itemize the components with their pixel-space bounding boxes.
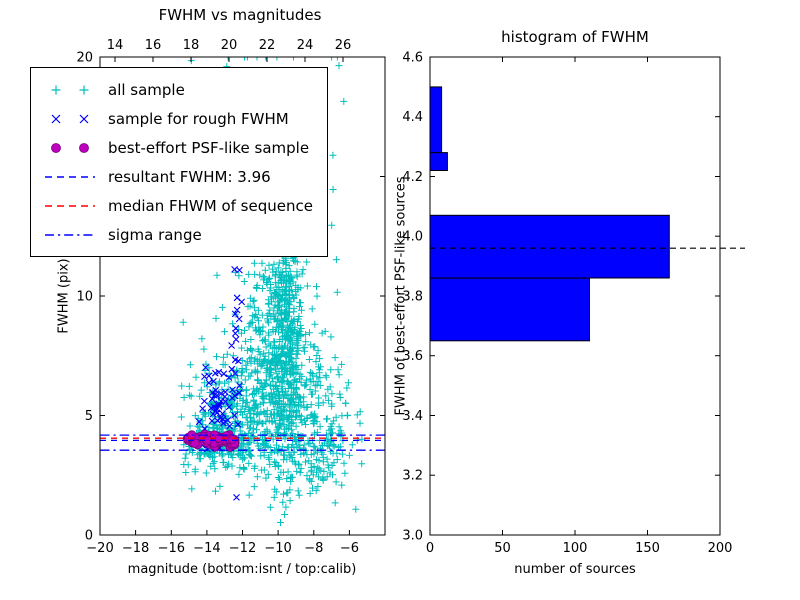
legend-plus-marker-icon bbox=[51, 85, 89, 94]
legend-entry: median FHWM of sequence bbox=[41, 191, 313, 220]
left-bottom-tick-label: −16 bbox=[158, 541, 185, 556]
right-yaxis-label: FWHM of best-effort PSF-like sources bbox=[393, 176, 409, 416]
legend-label: median FHWM of sequence bbox=[108, 196, 313, 215]
left-top-tick-label: 18 bbox=[183, 38, 200, 53]
left-top-tick-label: 20 bbox=[221, 38, 238, 53]
right-y-tick-label: 3.2 bbox=[402, 469, 423, 484]
legend-label: resultant FWHM: 3.96 bbox=[108, 167, 271, 186]
right-xaxis-label: number of sources bbox=[514, 562, 636, 577]
legend-dashdot-marker-icon bbox=[45, 233, 95, 236]
legend-entry: resultant FWHM: 3.96 bbox=[41, 162, 313, 191]
left-bottom-tick-label: −6 bbox=[340, 541, 359, 556]
legend-entry: sample for rough FWHM bbox=[41, 104, 313, 133]
left-top-tick-label: 22 bbox=[259, 38, 276, 53]
right-y-tick-label: 4.6 bbox=[402, 51, 423, 66]
legend: all sample sample for rough FWHM best-effo… bbox=[30, 67, 328, 257]
right-y-tick-label: 4.4 bbox=[402, 110, 423, 125]
right-y-tick-label: 4.0 bbox=[402, 230, 423, 245]
left-y-tick-label: 20 bbox=[76, 51, 93, 66]
left-top-tick-label: 24 bbox=[297, 38, 314, 53]
histogram-bar bbox=[429, 86, 443, 154]
left-bottom-tick-label: −12 bbox=[229, 541, 256, 556]
right-x-tick-label: 100 bbox=[563, 541, 588, 556]
right-axes-box bbox=[429, 56, 721, 536]
left-top-tick-label: 16 bbox=[145, 38, 162, 53]
legend-circle-marker-icon bbox=[51, 142, 89, 153]
left-y-tick-label: 5 bbox=[85, 409, 93, 424]
left-plot-title: FWHM vs magnitudes bbox=[158, 6, 322, 24]
right-plot-title: histogram of FWHM bbox=[501, 28, 649, 46]
scatter-series-sample-for-rough-fwhm bbox=[191, 248, 246, 501]
right-x-tick-label: 150 bbox=[635, 541, 660, 556]
left-scatter-area bbox=[177, 57, 366, 526]
right-y-tick-label: 3.8 bbox=[402, 290, 423, 305]
left-bottom-tick-label: −18 bbox=[122, 541, 149, 556]
histogram-bar bbox=[429, 214, 670, 279]
right-x-tick-label: 50 bbox=[494, 541, 511, 556]
legend-label: all sample bbox=[108, 80, 185, 99]
legend-label: best-effort PSF-like sample bbox=[108, 138, 310, 157]
left-xaxis-label: magnitude (bottom:isnt / top:calib) bbox=[127, 562, 357, 577]
right-x-tick-label: 0 bbox=[426, 541, 434, 556]
left-bottom-tick-label: −8 bbox=[304, 541, 323, 556]
legend-entry: best-effort PSF-like sample bbox=[41, 133, 313, 162]
legend-dashed-marker-icon bbox=[45, 204, 95, 207]
legend-x-marker-icon bbox=[51, 114, 89, 123]
left-bottom-tick-label: −20 bbox=[86, 541, 113, 556]
legend-label: sigma range bbox=[108, 225, 202, 244]
legend-entry: all sample bbox=[41, 75, 313, 104]
right-y-tick-label: 3.4 bbox=[402, 409, 423, 424]
histogram-bar bbox=[429, 152, 448, 172]
tick-labels: −20 −18 −16 −14 −12 −10 −8 −6 14 16 18 20 22 24 26 0 5 10… bbox=[76, 38, 732, 556]
left-bottom-tick-label: −10 bbox=[264, 541, 291, 556]
left-top-tick-label: 14 bbox=[107, 38, 124, 53]
legend-label: sample for rough FWHM bbox=[108, 109, 289, 128]
legend-entry: sigma range bbox=[41, 220, 313, 249]
left-top-tick-label: 26 bbox=[335, 38, 352, 53]
right-x-tick-label: 200 bbox=[708, 541, 733, 556]
right-y-tick-label: 3.0 bbox=[402, 529, 423, 544]
left-yaxis-label: FWHM (pix) bbox=[56, 258, 72, 334]
left-y-tick-label: 0 bbox=[85, 529, 93, 544]
right-y-tick-label: 4.2 bbox=[402, 170, 423, 185]
right-y-tick-label: 3.6 bbox=[402, 349, 423, 364]
left-y-tick-label: 10 bbox=[76, 290, 93, 305]
histogram-bar bbox=[429, 277, 590, 342]
scatter-series-best-effort-psf-like-sample bbox=[182, 429, 240, 452]
histogram-bars bbox=[429, 86, 670, 342]
left-bottom-tick-label: −14 bbox=[193, 541, 220, 556]
legend-dashed-marker-icon bbox=[45, 175, 95, 178]
